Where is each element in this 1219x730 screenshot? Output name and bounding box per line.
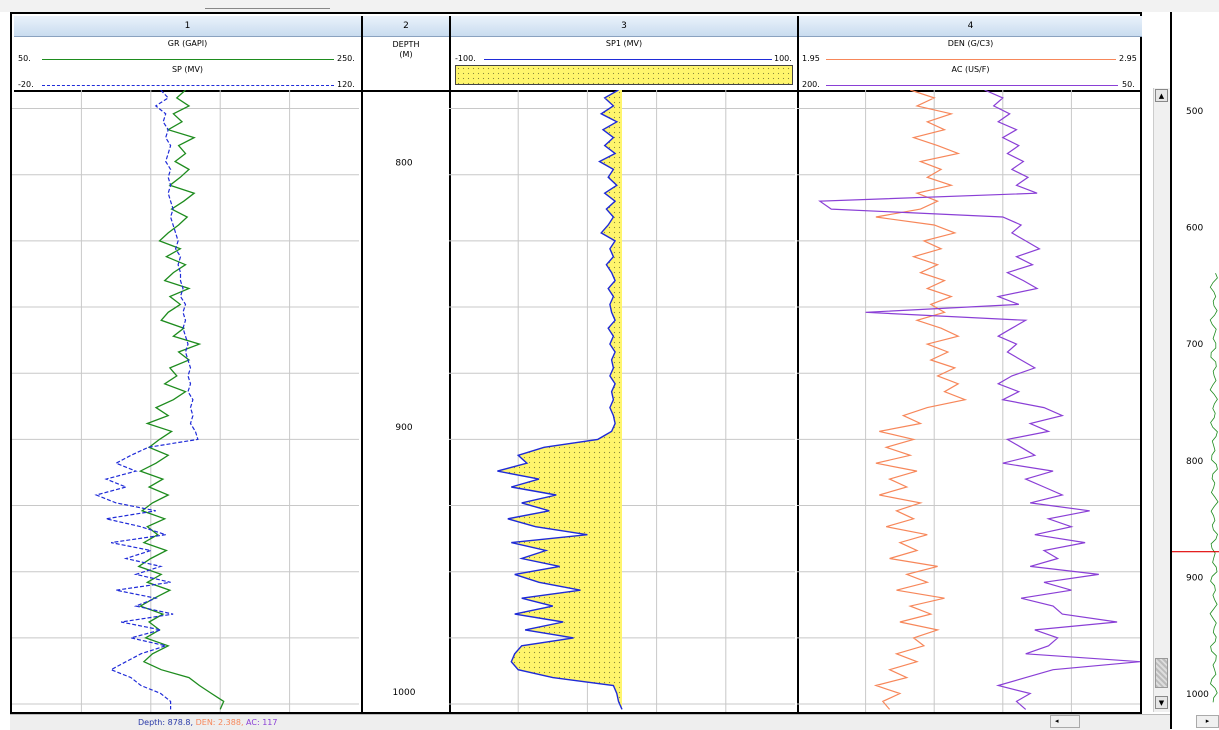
gr-scale-max: 250. [337, 54, 355, 63]
scroll-thumb[interactable] [1155, 658, 1168, 688]
overview-tick-label: 500 [1186, 107, 1203, 117]
status-den: DEN: 2.388, [195, 718, 244, 727]
depth-header: DEPTH (M) [363, 40, 449, 60]
horizontal-scrollbar[interactable]: ◂ [1050, 715, 1080, 728]
ac-scale-min: 200. [802, 80, 820, 89]
scroll-right-icon[interactable]: ▸ [1205, 717, 1210, 725]
den-scale-max: 2.95 [1119, 54, 1137, 63]
track-title-2[interactable]: 2 [363, 16, 449, 37]
sp1-fill-swatch [455, 65, 793, 85]
overview-tick-label: 900 [1186, 573, 1203, 583]
track-separator-2 [449, 16, 451, 714]
track-title-4[interactable]: 4 [799, 16, 1142, 37]
depth-unit: (M) [399, 50, 413, 59]
sp-curve [94, 90, 199, 710]
track-title-3[interactable]: 3 [451, 16, 797, 37]
scroll-left-icon[interactable]: ◂ [1055, 717, 1059, 725]
overview-plot: 500 600 700 800 900 1000 [1172, 107, 1219, 703]
den-scale-min: 1.95 [802, 54, 820, 63]
depth-tick-label: 1000 [393, 688, 416, 698]
vertical-scrollbar[interactable]: ▲ ▼ [1153, 88, 1170, 712]
log-plot-area: 800 900 1000 [12, 90, 1140, 712]
scroll-up-icon[interactable]: ▲ [1155, 89, 1168, 102]
status-depth: Depth: 878.8, [138, 718, 194, 727]
depth-tick-label: 900 [395, 423, 412, 433]
overview-gr-curve [1209, 273, 1219, 703]
sp1-curve-name: SP1 (MV) [605, 39, 643, 48]
gr-curve [137, 90, 225, 710]
overview-tick-label: 700 [1186, 340, 1203, 350]
den-key-line [826, 59, 1116, 60]
scroll-down-icon[interactable]: ▼ [1155, 696, 1168, 709]
track-separator-1 [361, 16, 363, 714]
track-title-1[interactable]: 1 [14, 16, 361, 37]
overview-tick-label: 800 [1186, 457, 1203, 467]
sp1-curve [497, 90, 623, 710]
overview-tick-label: 600 [1186, 224, 1203, 234]
status-bar: Depth: 878.8, DEN: 2.388, AC: 117 [10, 714, 1170, 730]
status-ac: AC: 117 [246, 718, 278, 727]
sp1-scale-min: -100. [455, 54, 476, 63]
overview-scrollbar[interactable]: ▸ [1196, 715, 1219, 728]
overview-panel: 500 600 700 800 900 1000 [1170, 12, 1219, 729]
status-readout: Depth: 878.8, DEN: 2.388, AC: 117 [138, 715, 277, 730]
log-tracks-panel: 1 2 3 4 GR (GAPI) 50. 250. SP (MV) -20. … [10, 12, 1142, 714]
top-divider [205, 8, 330, 9]
ac-scale-max: 50. [1122, 80, 1135, 89]
sp-scale-min: -20. [18, 80, 34, 89]
track-separator-3 [797, 16, 799, 714]
depth-tick-label: 800 [395, 158, 412, 168]
sp-key-line [42, 85, 334, 86]
header-separator [14, 90, 1142, 92]
window-top-strip [0, 0, 1219, 12]
ac-curve [818, 90, 1140, 710]
den-curve-name: DEN (G/C3) [947, 39, 994, 48]
den-curve [873, 90, 968, 710]
sp-curve-name: SP (MV) [171, 65, 204, 74]
sp1-scale-max: 100. [774, 54, 792, 63]
ac-curve-name: AC (US/F) [951, 65, 990, 74]
sp1-key-line [484, 59, 772, 60]
depth-curve-name: DEPTH [392, 40, 420, 49]
sp1-fill-area [497, 90, 622, 710]
gr-scale-min: 50. [18, 54, 31, 63]
gr-curve-name: GR (GAPI) [167, 39, 208, 48]
overview-tick-label: 1000 [1186, 690, 1209, 700]
sp-scale-max: 120. [337, 80, 355, 89]
gr-key-line [42, 59, 334, 60]
ac-key-line [826, 85, 1118, 86]
